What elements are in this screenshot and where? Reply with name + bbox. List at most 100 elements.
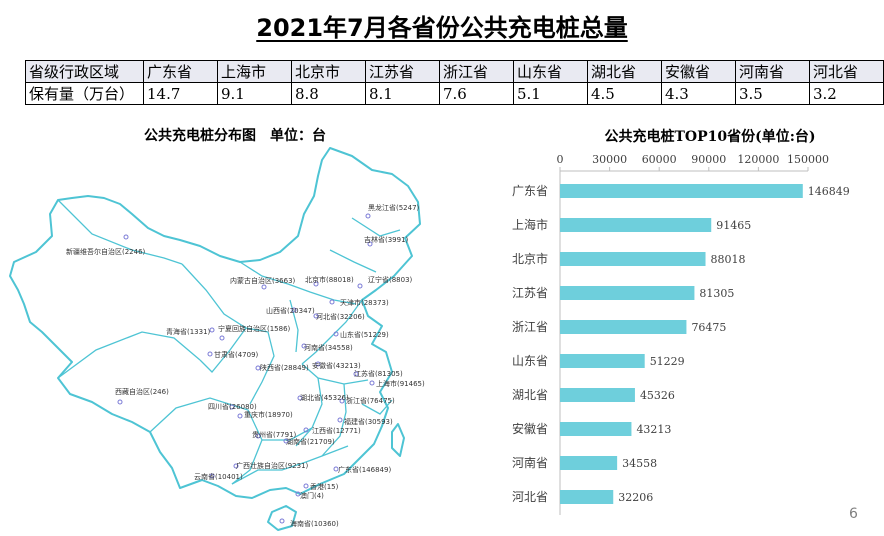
category-label: 山东省 [512,354,548,368]
category-label: 北京市 [512,251,548,266]
province-border [249,331,275,405]
map-label: 四川省(26080) [208,402,257,411]
bar [560,184,803,198]
china-map: 黑龙江省(5247) 吉林省(3991) 新疆维吾尔自治区(2246) 内蒙古自… [9,147,425,531]
map-marker [233,463,239,469]
data-label: 88018 [711,253,746,266]
data-label: 76475 [691,321,726,334]
map-label: 安徽省(43213) [312,361,361,370]
map-outline [9,147,421,531]
map-marker [367,241,373,247]
province-border [361,399,393,415]
table-header-row: 省级行政区域 广东省 上海市 北京市 江苏省 浙江省 山东省 湖北省 安徽省 河… [25,60,884,83]
map-marker [291,307,297,313]
chart-axis: 0 30000 60000 90000 120000 150000 [557,153,829,515]
map-label: 黑龙江省(5247) [368,203,420,212]
table-header-cell: 江苏省 [365,60,440,83]
category-label: 江苏省 [512,286,548,300]
map-label: 广西壮族自治区(9231) [236,461,309,470]
map-label: 湖南省(21709) [286,437,335,446]
x-tick-label: 30000 [592,153,627,166]
chart-bars: 广东省 146849 上海市 91465 北京市 88018 江苏省 81305 浙江省 7647… [512,184,850,504]
map-marker [313,281,319,287]
map-marker [333,466,339,472]
map-marker [219,335,225,341]
map-marker [207,351,213,357]
province-borders [57,199,401,485]
map-label: 浙江省(76475) [346,396,395,405]
province-border [351,217,401,237]
map-marker [365,213,371,219]
map-label: 辽宁省(8803) [368,275,413,284]
province-border [181,263,269,333]
table-value-cell: 7.6 [439,82,514,105]
category-label: 广东省 [512,184,548,198]
map-label: 广东省(146849) [338,465,391,474]
data-label: 32206 [618,491,653,504]
map-marker [297,395,303,401]
data-label: 43213 [636,423,671,436]
map-label: 香港(15) [310,482,339,491]
province-border [149,397,263,485]
map-label: 陕西省(28849) [260,363,309,372]
category-label: 浙江省 [512,320,548,334]
category-label: 河南省 [512,455,548,470]
province-border [289,299,299,353]
table-value-cell: 5.1 [513,82,588,105]
bar [560,354,645,368]
map-label: 山西省(20347) [266,306,315,315]
map-marker [303,427,309,433]
table-header-cell: 河北省 [809,60,884,83]
province-border [239,261,357,305]
map-label: 天津市(28373) [340,298,389,307]
category-label: 湖北省 [512,387,548,402]
map-label: 澳门(4) [300,491,324,500]
x-tick-label: 0 [557,153,564,166]
table-value-cell: 3.2 [809,82,884,105]
map-marker [357,283,363,289]
data-label: 51229 [650,355,685,368]
province-border [295,377,323,447]
table-value-cell: 4.5 [587,82,662,105]
map-marker [339,398,345,404]
map-marker [337,417,343,423]
table-value-cell: 3.5 [735,82,810,105]
map-marker [283,438,289,444]
map-marker [123,234,129,240]
map-label: 海南省(10360) [290,519,339,528]
bar [560,490,614,504]
map-label: 宁夏回族自治区(1586) [218,324,291,333]
province-border [321,383,347,457]
table-value-cell: 14.7 [143,82,218,105]
map-title: 公共充电桩分布图 单位：台 [144,128,326,144]
table-header-cell: 广东省 [143,60,218,83]
map-label: 西藏自治区(246) [115,387,169,396]
map-marker [209,473,215,479]
data-label: 34558 [622,457,657,470]
category-label: 安徽省 [512,421,548,436]
bar [560,218,712,232]
map-marker [303,483,309,489]
map-marker [301,343,307,349]
map-marker [229,404,235,410]
stock-table: 省级行政区域 广东省 上海市 北京市 江苏省 浙江省 山东省 湖北省 安徽省 河… [25,60,884,105]
bar [560,456,618,470]
map-marker [353,371,359,377]
map-marker [315,361,321,367]
map-label: 云南省(10401) [194,472,243,481]
map-marker [313,313,319,319]
map-marker [255,365,261,371]
map-label: 重庆市(18970) [244,410,293,419]
table-value-row: 保有量（万台） 14.7 9.1 8.8 8.1 7.6 5.1 4.5 4.3… [25,82,884,105]
province-border [301,299,363,365]
map-marker [295,491,301,497]
map-label: 内蒙古自治区(3663) [230,276,296,285]
bar [560,286,695,300]
map-label: 江西省(12771) [312,426,361,435]
page-title: 2021年7月各省份公共充电桩总量 [256,14,628,42]
map-marker [279,518,285,524]
province-border [57,331,201,379]
category-label: 河北省 [512,490,548,504]
bar [560,252,706,266]
map-marker [255,433,261,439]
